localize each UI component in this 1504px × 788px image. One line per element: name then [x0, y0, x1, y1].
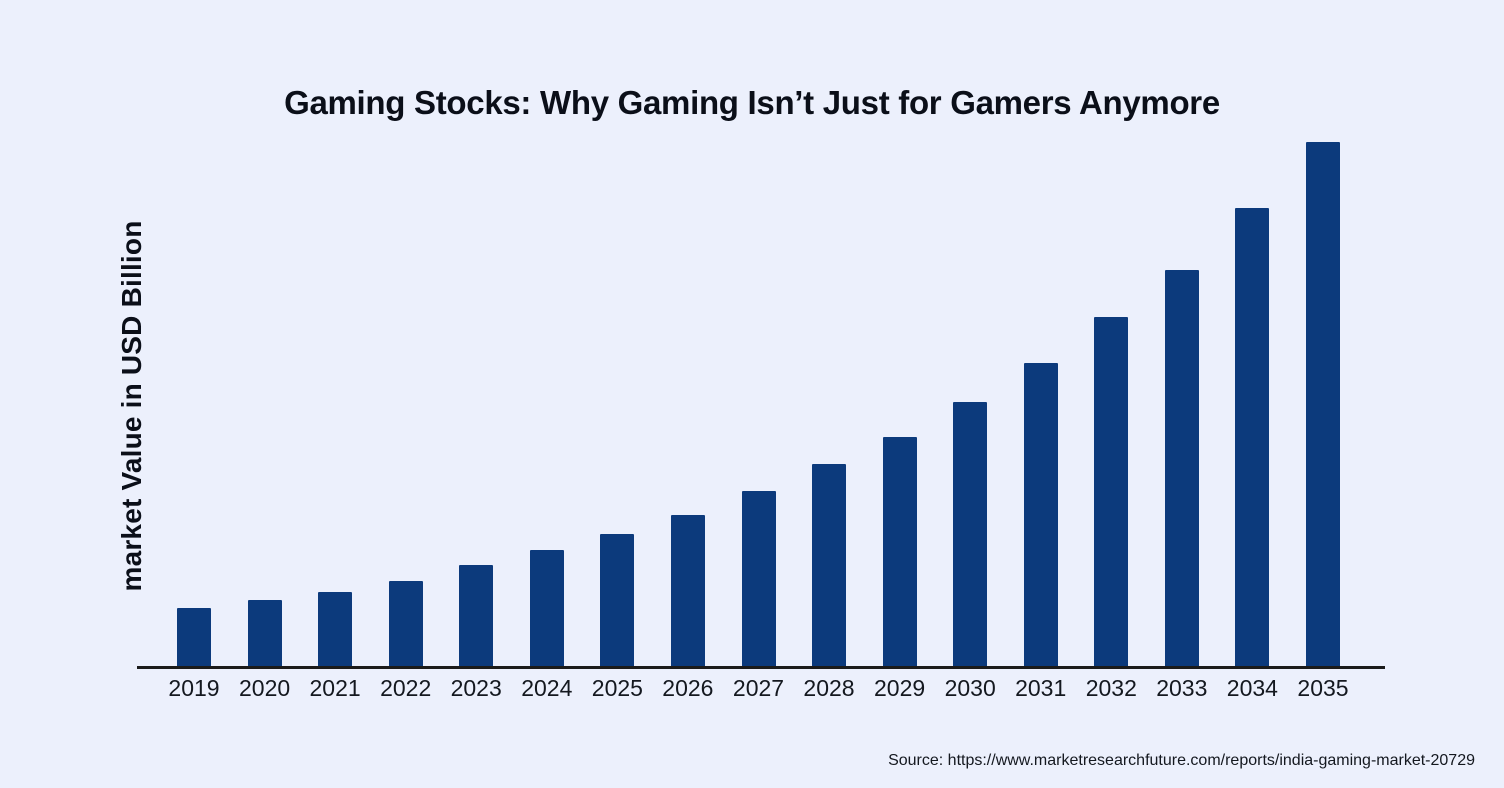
x-tick-label-2027: 2027: [732, 675, 785, 701]
x-tick-label-2033: 2033: [1156, 675, 1208, 701]
bar-2019: [177, 607, 211, 666]
x-tick-label-2021: 2021: [309, 675, 361, 701]
x-tick-label-2020: 2020: [239, 675, 291, 701]
bar-2023: [459, 565, 494, 666]
bar-2033: [1164, 270, 1199, 666]
x-tick-label-2034: 2034: [1226, 675, 1278, 701]
bar-2030: [953, 402, 988, 666]
bar-2029: [882, 437, 917, 666]
x-tick-label-2035: 2035: [1297, 675, 1349, 701]
x-tick-label-2025: 2025: [591, 675, 643, 701]
source-citation: Source: https://www.marketresearchfuture…: [888, 752, 1475, 769]
bar-2021: [318, 592, 353, 666]
bar-2022: [388, 580, 423, 666]
x-tick-label-2026: 2026: [662, 675, 714, 701]
chart-title: Gaming Stocks: Why Gaming Isn’t Just for…: [284, 84, 1220, 121]
bar-2034: [1235, 208, 1270, 666]
x-tick-label-2023: 2023: [450, 675, 502, 701]
bar-2024: [529, 549, 564, 666]
x-tick-label-2029: 2029: [874, 675, 926, 701]
x-tick-label-2031: 2031: [1015, 675, 1067, 701]
bar-2031: [1023, 363, 1058, 666]
bar-2027: [741, 491, 776, 666]
x-tick-label-2024: 2024: [521, 675, 573, 701]
bar-2032: [1094, 316, 1129, 666]
bar-2025: [600, 534, 635, 666]
bar-2026: [670, 514, 705, 666]
bar-2035: [1306, 142, 1340, 666]
x-tick-label-2028: 2028: [803, 675, 855, 701]
x-tick-label-2019: 2019: [168, 675, 220, 701]
x-tick-label-2032: 2032: [1085, 675, 1137, 701]
x-axis-line: [137, 666, 1385, 669]
x-tick-label-2030: 2030: [944, 675, 996, 701]
x-tick-label-2022: 2022: [380, 675, 432, 701]
bar-2020: [247, 600, 282, 666]
bar-2028: [812, 464, 846, 666]
